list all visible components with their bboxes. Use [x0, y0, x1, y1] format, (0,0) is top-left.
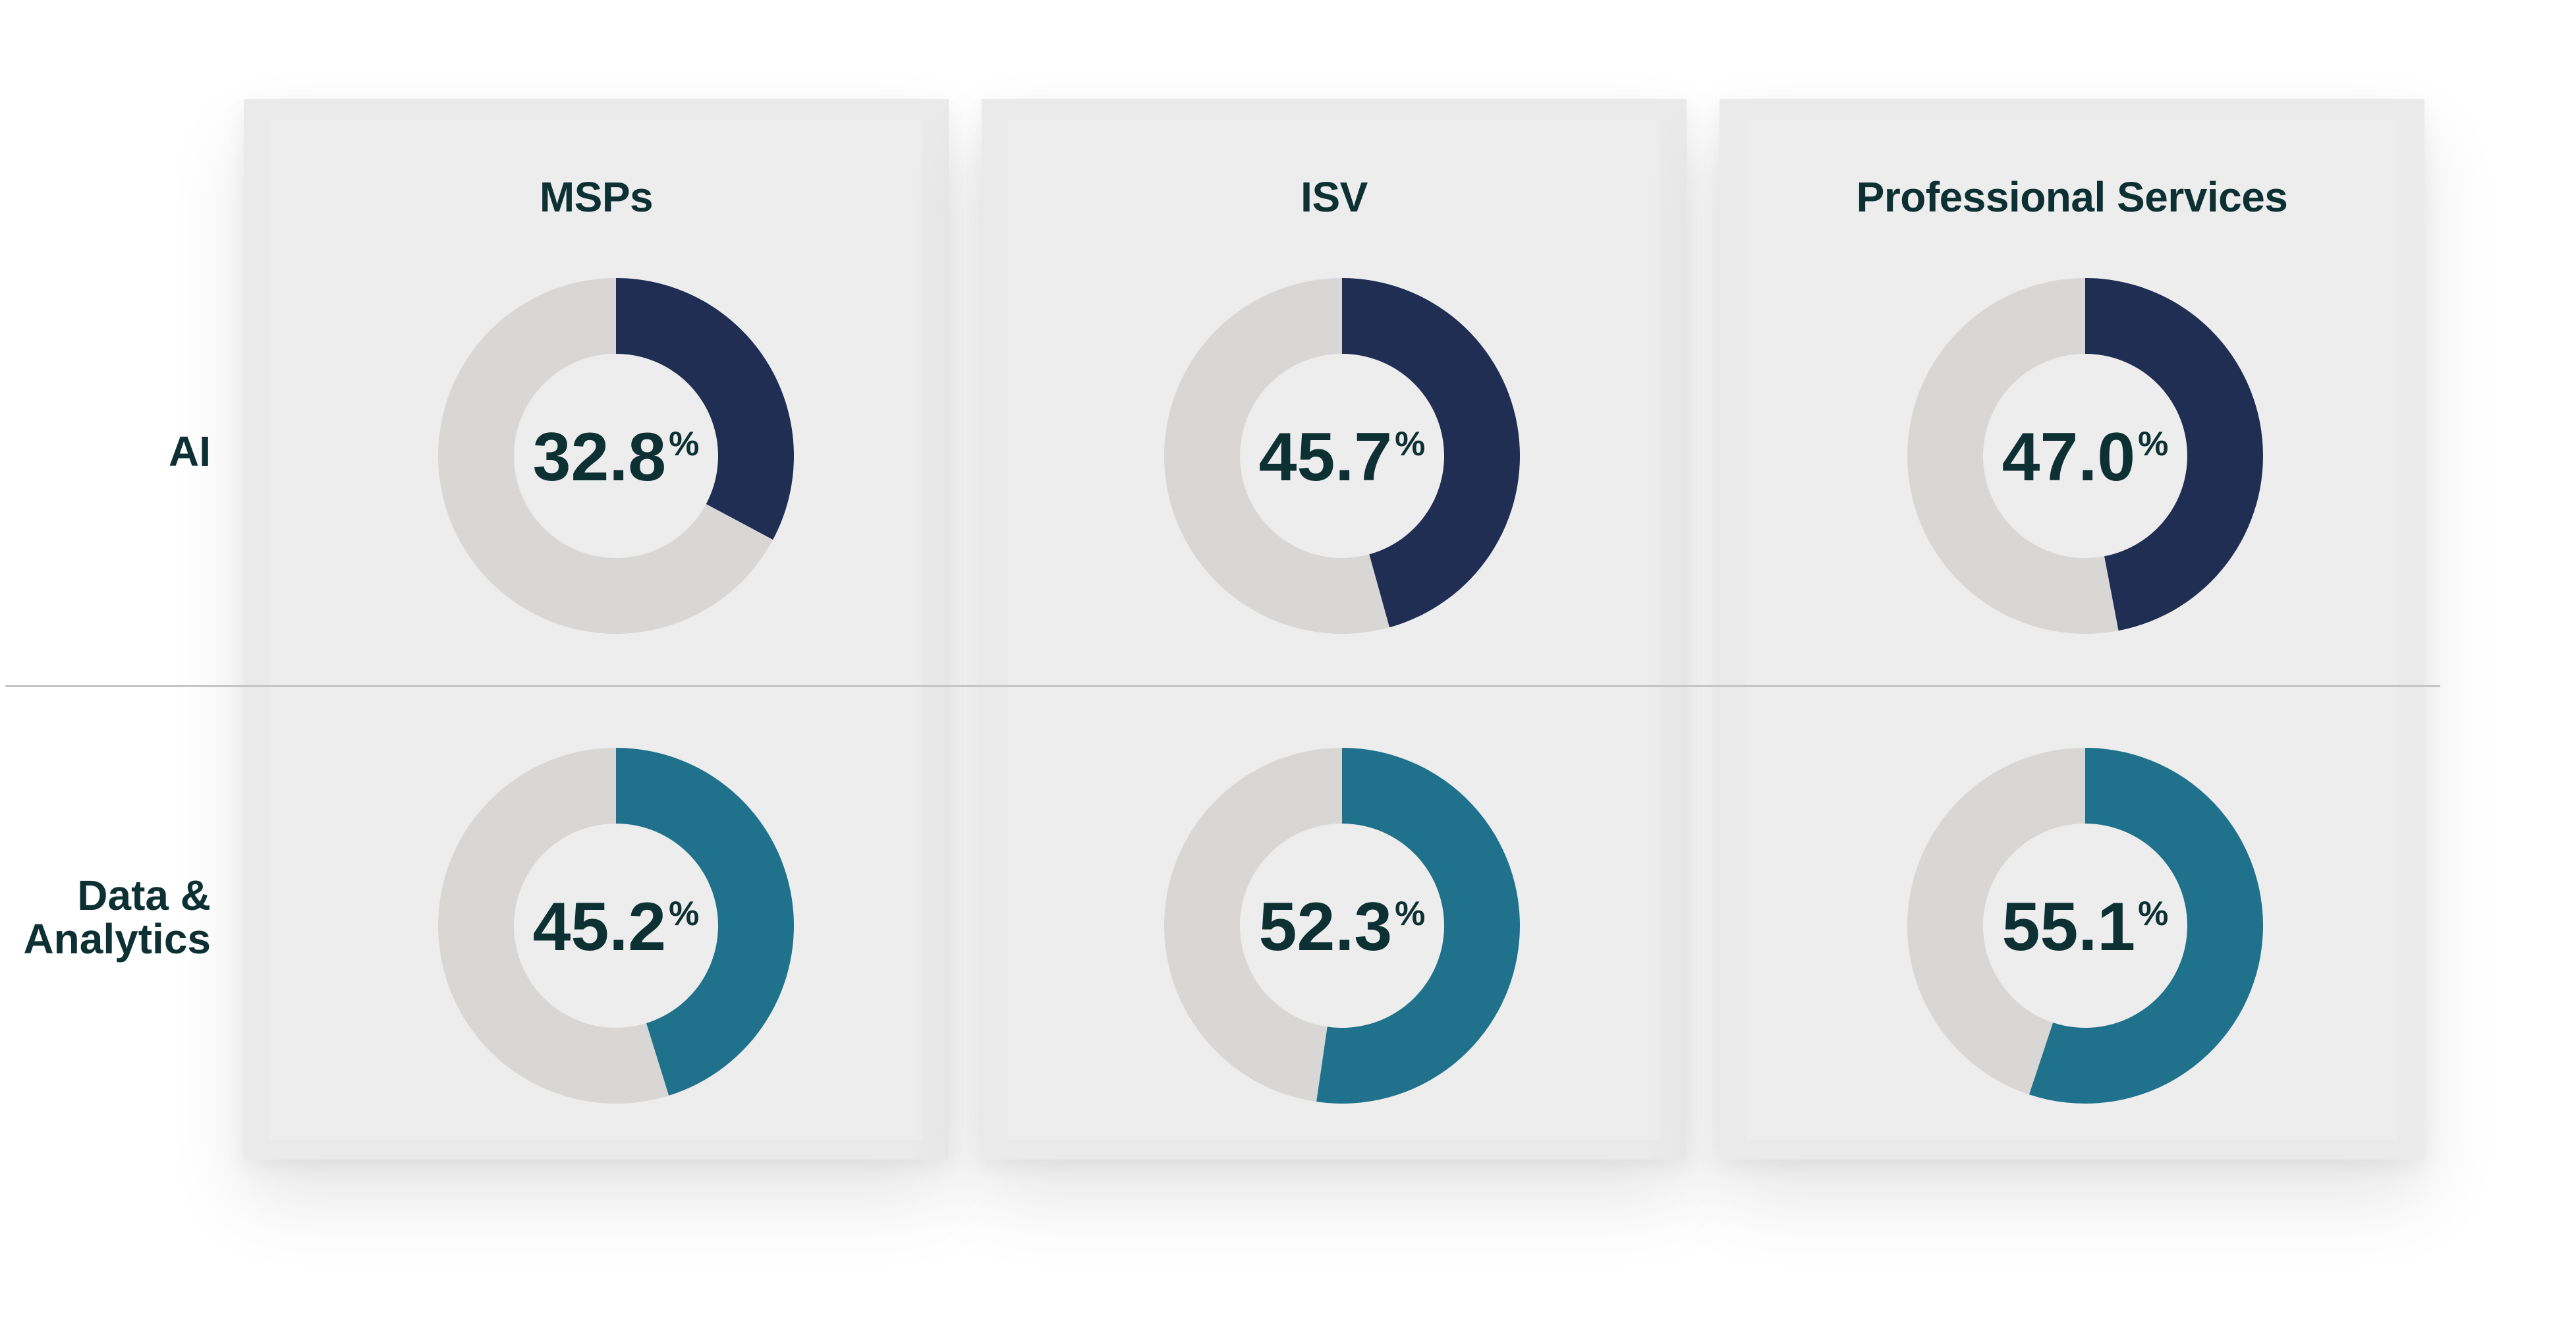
donut-remainder-data-analytics-professional-services — [1907, 748, 2085, 1095]
donut-value-number: 47.0 — [2002, 419, 2135, 495]
column-title-professional-services: Professional Services — [1856, 173, 2288, 221]
donut-segment-data-analytics-professional-services — [2029, 748, 2263, 1104]
donut-data-analytics-professional-services: 55.1% — [1907, 748, 2263, 1104]
donut-remainder-ai-isv — [1163, 278, 1390, 634]
donut-ai-isv: 45.7% — [1163, 278, 1520, 634]
donut-segment-ai-professional-services — [2085, 278, 2263, 631]
donut-value-label-data-analytics-professional-services: 55.1% — [2002, 889, 2169, 965]
donut-data-analytics-msps: 45.2% — [438, 748, 795, 1104]
donut-value-label-ai-professional-services: 47.0% — [2002, 419, 2169, 495]
donut-value-percent-sign: % — [669, 425, 699, 463]
donut-value-label-data-analytics-isv: 52.3% — [1259, 889, 1426, 965]
donut-value-label-data-analytics-msps: 45.2% — [533, 889, 700, 965]
donut-value-number: 45.7 — [1259, 419, 1392, 495]
donut-value-percent-sign: % — [1395, 895, 1425, 933]
donut-remainder-ai-msps — [437, 278, 773, 634]
donut-ai-msps: 32.8% — [437, 278, 794, 634]
row-label-data-analytics: Data & Analytics — [23, 874, 211, 961]
donut-value-label-ai-msps: 32.8% — [533, 419, 700, 495]
donut-value-number: 52.3 — [1259, 889, 1392, 965]
donut-remainder-ai-professional-services — [1907, 278, 2119, 634]
donut-remainder-data-analytics-msps — [438, 748, 669, 1104]
donut-segment-ai-msps — [616, 278, 794, 540]
column-title-msps: MSPs — [539, 173, 654, 221]
column-title-isv: ISV — [1301, 173, 1368, 221]
donut-value-label-ai-isv: 45.7% — [1259, 419, 1426, 495]
donut-segment-data-analytics-isv — [1316, 748, 1520, 1104]
donut-value-percent-sign: % — [2138, 425, 2168, 463]
row-label-data-line1: Data & — [77, 872, 211, 919]
donut-value-number: 32.8 — [533, 419, 666, 495]
donut-remainder-data-analytics-isv — [1163, 748, 1342, 1102]
row-label-ai: AI — [169, 428, 211, 475]
donut-value-percent-sign: % — [1395, 425, 1425, 463]
donut-value-number: 55.1 — [2002, 889, 2135, 965]
row-label-data-line2: Analytics — [23, 915, 211, 963]
row-divider — [5, 685, 2440, 687]
donut-value-percent-sign: % — [2138, 895, 2168, 933]
donut-value-number: 45.2 — [533, 889, 666, 965]
donut-ai-professional-services: 47.0% — [1907, 278, 2263, 634]
donut-value-percent-sign: % — [669, 895, 699, 933]
donut-segment-data-analytics-msps — [616, 748, 795, 1096]
donut-data-analytics-isv: 52.3% — [1163, 748, 1520, 1104]
donut-segment-ai-isv — [1342, 278, 1520, 628]
